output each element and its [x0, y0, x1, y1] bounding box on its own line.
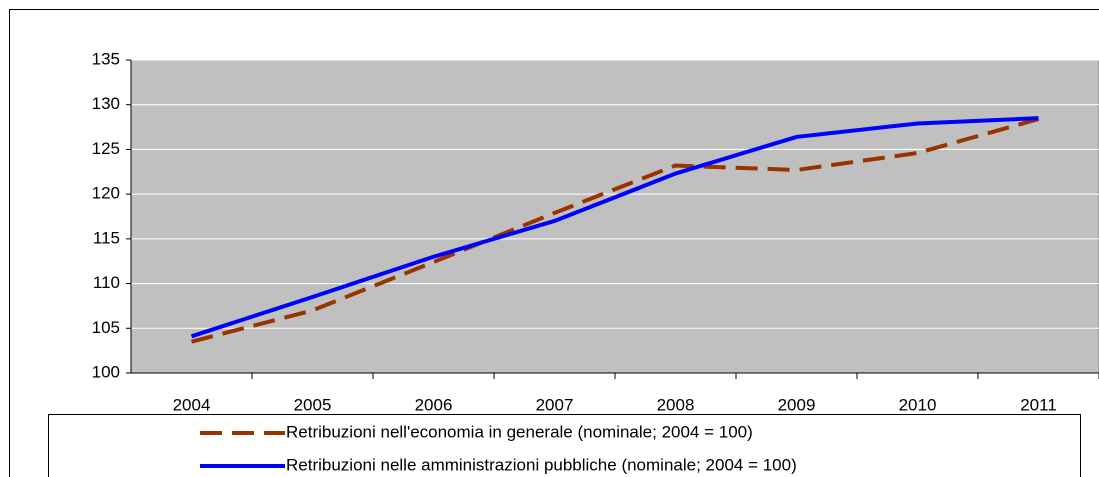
plot-area [131, 60, 1099, 373]
legend-label: Retribuzioni nell'economia in generale (… [286, 422, 753, 441]
x-tick-label: 2004 [173, 395, 211, 414]
x-tick-label: 2011 [1020, 395, 1057, 414]
y-tick-label: 120 [92, 184, 120, 203]
x-tick-label: 2010 [899, 395, 937, 414]
legend-label: Retribuzioni nelle amministrazioni pubbl… [286, 455, 797, 474]
y-tick-label: 115 [93, 228, 120, 247]
x-tick-label: 2008 [657, 395, 695, 414]
x-tick-label: 2009 [778, 395, 816, 414]
x-tick-label: 2005 [294, 395, 332, 414]
y-tick-label: 105 [92, 318, 120, 337]
y-tick-label: 110 [93, 273, 120, 292]
x-tick-label: 2006 [415, 395, 453, 414]
y-tick-label: 135 [92, 49, 120, 68]
y-tick-label: 130 [92, 94, 120, 113]
y-tick-label: 100 [92, 362, 120, 381]
y-tick-label: 125 [92, 139, 120, 158]
x-tick-label: 2007 [536, 395, 574, 414]
